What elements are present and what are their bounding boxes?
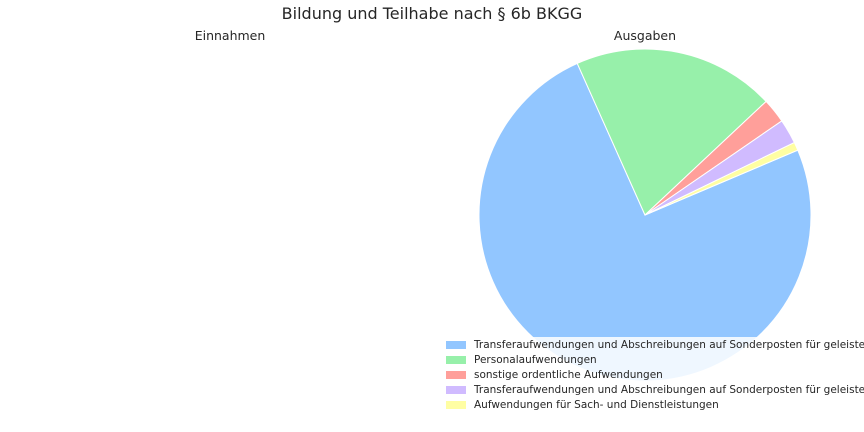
- legend-swatch: [446, 400, 466, 409]
- ausgaben-subplot-title: Ausgaben: [613, 28, 677, 43]
- chart-title: Bildung und Teilhabe nach § 6b BKGG: [281, 4, 583, 23]
- legend-label: sonstige ordentliche Aufwendungen: [474, 368, 663, 381]
- legend-item: sonstige ordentliche Aufwendungen: [440, 367, 864, 382]
- legend-swatch: [446, 370, 466, 379]
- pie-slice: [644, 141, 799, 216]
- legend-item: Personalaufwendungen: [440, 352, 864, 367]
- legend-swatch: [446, 385, 466, 394]
- legend-item: Aufwendungen für Sach- und Dienstleistun…: [440, 397, 864, 412]
- legend: Transferaufwendungen und Abschreibungen …: [440, 337, 864, 412]
- legend-label: Transferaufwendungen und Abschreibungen …: [474, 338, 864, 351]
- legend-item: Transferaufwendungen und Abschreibungen …: [440, 337, 864, 352]
- legend-label: Personalaufwendungen: [474, 353, 597, 366]
- pie-slice: [576, 48, 767, 216]
- einnahmen-subplot-title: Einnahmen: [194, 28, 266, 43]
- legend-swatch: [446, 355, 466, 364]
- legend-item: Transferaufwendungen und Abschreibungen …: [440, 382, 864, 397]
- legend-label: Aufwendungen für Sach- und Dienstleistun…: [474, 398, 719, 411]
- legend-swatch: [446, 340, 466, 349]
- legend-label: Transferaufwendungen und Abschreibungen …: [474, 383, 864, 396]
